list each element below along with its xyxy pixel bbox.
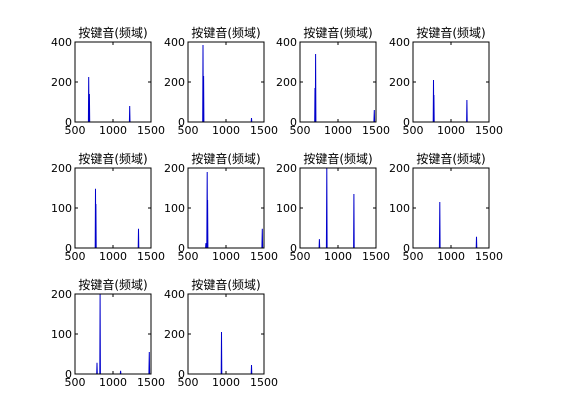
subplot-title: 按键音(频域): [78, 25, 147, 40]
x-tick-label: 500: [178, 376, 199, 389]
plot-area: [300, 42, 376, 122]
x-tick-label: 1500: [362, 250, 390, 263]
subplot-2: 500 1000 1500 0 200 400 按键音(频域): [164, 25, 278, 137]
x-tick-label: 1000: [324, 250, 352, 263]
x-tick-label: 1500: [137, 376, 165, 389]
y-tick-label: 200: [389, 162, 410, 175]
spectrum-line: [188, 44, 264, 123]
y-tick-label: 100: [51, 328, 72, 341]
y-tick-label: 400: [389, 36, 410, 49]
x-tick-label: 500: [65, 376, 86, 389]
y-tick-label: 0: [290, 116, 297, 129]
subplot-title: 按键音(频域): [191, 277, 260, 292]
subplot-4: 500 1000 1500 0 200 400 按键音(频域): [389, 25, 503, 137]
y-tick-label: 0: [65, 368, 72, 381]
x-tick-label: 1500: [250, 124, 278, 137]
plot-area: [75, 294, 151, 374]
y-tick-label: 100: [276, 202, 297, 215]
x-tick-label: 1500: [475, 124, 503, 137]
y-tick-label: 0: [290, 242, 297, 255]
x-tick-label: 1000: [212, 376, 240, 389]
y-tick-label: 200: [389, 76, 410, 89]
x-tick-label: 1500: [475, 250, 503, 263]
y-tick-label: 400: [164, 36, 185, 49]
y-tick-label: 400: [51, 36, 72, 49]
x-tick-label: 1500: [250, 250, 278, 263]
subplot-3: 500 1000 1500 0 200 400 按键音(频域): [276, 25, 390, 137]
x-tick-label: 500: [65, 124, 86, 137]
plot-area: [188, 42, 264, 122]
x-tick-label: 1500: [362, 124, 390, 137]
subplot-1: 500 1000 1500 0 200 400 按键音(频域): [51, 25, 165, 137]
x-tick-label: 1000: [212, 124, 240, 137]
plot-area: [75, 168, 151, 248]
plot-area: [300, 168, 376, 248]
y-tick-label: 0: [403, 242, 410, 255]
subplot-10: 500 1000 1500 0 200 400 按键音(频域): [164, 277, 278, 389]
subplot-9: 500 1000 1500 0 100 200 按键音(频域): [51, 277, 165, 389]
spectrum-line: [75, 188, 151, 249]
subplot-title: 按键音(频域): [303, 151, 372, 166]
y-tick-label: 200: [51, 76, 72, 89]
x-tick-label: 500: [178, 250, 199, 263]
subplot-7: 500 1000 1500 0 100 200 按键音(频域): [276, 151, 390, 263]
y-tick-label: 0: [178, 368, 185, 381]
x-tick-label: 1500: [137, 124, 165, 137]
plot-area: [413, 42, 489, 122]
spectrum-line: [413, 79, 489, 123]
x-tick-label: 500: [403, 250, 424, 263]
x-tick-label: 500: [65, 250, 86, 263]
spectrum-line: [300, 53, 376, 123]
x-tick-label: 500: [290, 124, 311, 137]
plot-area: [413, 168, 489, 248]
x-tick-label: 1000: [324, 124, 352, 137]
x-tick-label: 1500: [250, 376, 278, 389]
y-tick-label: 100: [164, 202, 185, 215]
x-tick-label: 1000: [212, 250, 240, 263]
subplot-title: 按键音(频域): [78, 151, 147, 166]
y-tick-label: 400: [164, 288, 185, 301]
y-tick-label: 200: [51, 288, 72, 301]
y-tick-label: 200: [276, 162, 297, 175]
x-tick-label: 1000: [99, 250, 127, 263]
x-tick-label: 500: [403, 124, 424, 137]
subplot-title: 按键音(频域): [416, 151, 485, 166]
subplot-title: 按键音(频域): [78, 277, 147, 292]
subplot-title: 按键音(频域): [191, 25, 260, 40]
subplot-5: 500 1000 1500 0 100 200 按键音(频域): [51, 151, 165, 263]
y-tick-label: 200: [51, 162, 72, 175]
subplot-8: 500 1000 1500 0 100 200 按键音(频域): [389, 151, 503, 263]
subplot-title: 按键音(频域): [416, 25, 485, 40]
y-tick-label: 0: [403, 116, 410, 129]
x-tick-label: 1000: [99, 376, 127, 389]
y-tick-label: 0: [65, 242, 72, 255]
y-tick-label: 200: [164, 162, 185, 175]
y-tick-label: 200: [276, 76, 297, 89]
y-tick-label: 0: [178, 242, 185, 255]
spectrum-line: [75, 76, 151, 123]
plot-area: [75, 42, 151, 122]
x-tick-label: 1000: [437, 250, 465, 263]
subplot-title: 按键音(频域): [303, 25, 372, 40]
subplot-6: 500 1000 1500 0 100 200 按键音(频域): [164, 151, 278, 263]
y-tick-label: 200: [164, 328, 185, 341]
plot-area: [188, 168, 264, 248]
x-tick-label: 500: [290, 250, 311, 263]
y-tick-label: 100: [389, 202, 410, 215]
y-tick-label: 0: [178, 116, 185, 129]
y-tick-label: 100: [51, 202, 72, 215]
x-tick-label: 1000: [437, 124, 465, 137]
subplot-title: 按键音(频域): [191, 151, 260, 166]
x-tick-label: 1500: [137, 250, 165, 263]
x-tick-label: 500: [178, 124, 199, 137]
y-tick-label: 400: [276, 36, 297, 49]
y-tick-label: 200: [164, 76, 185, 89]
x-tick-label: 1000: [99, 124, 127, 137]
y-tick-label: 0: [65, 116, 72, 129]
plot-area: [188, 294, 264, 374]
